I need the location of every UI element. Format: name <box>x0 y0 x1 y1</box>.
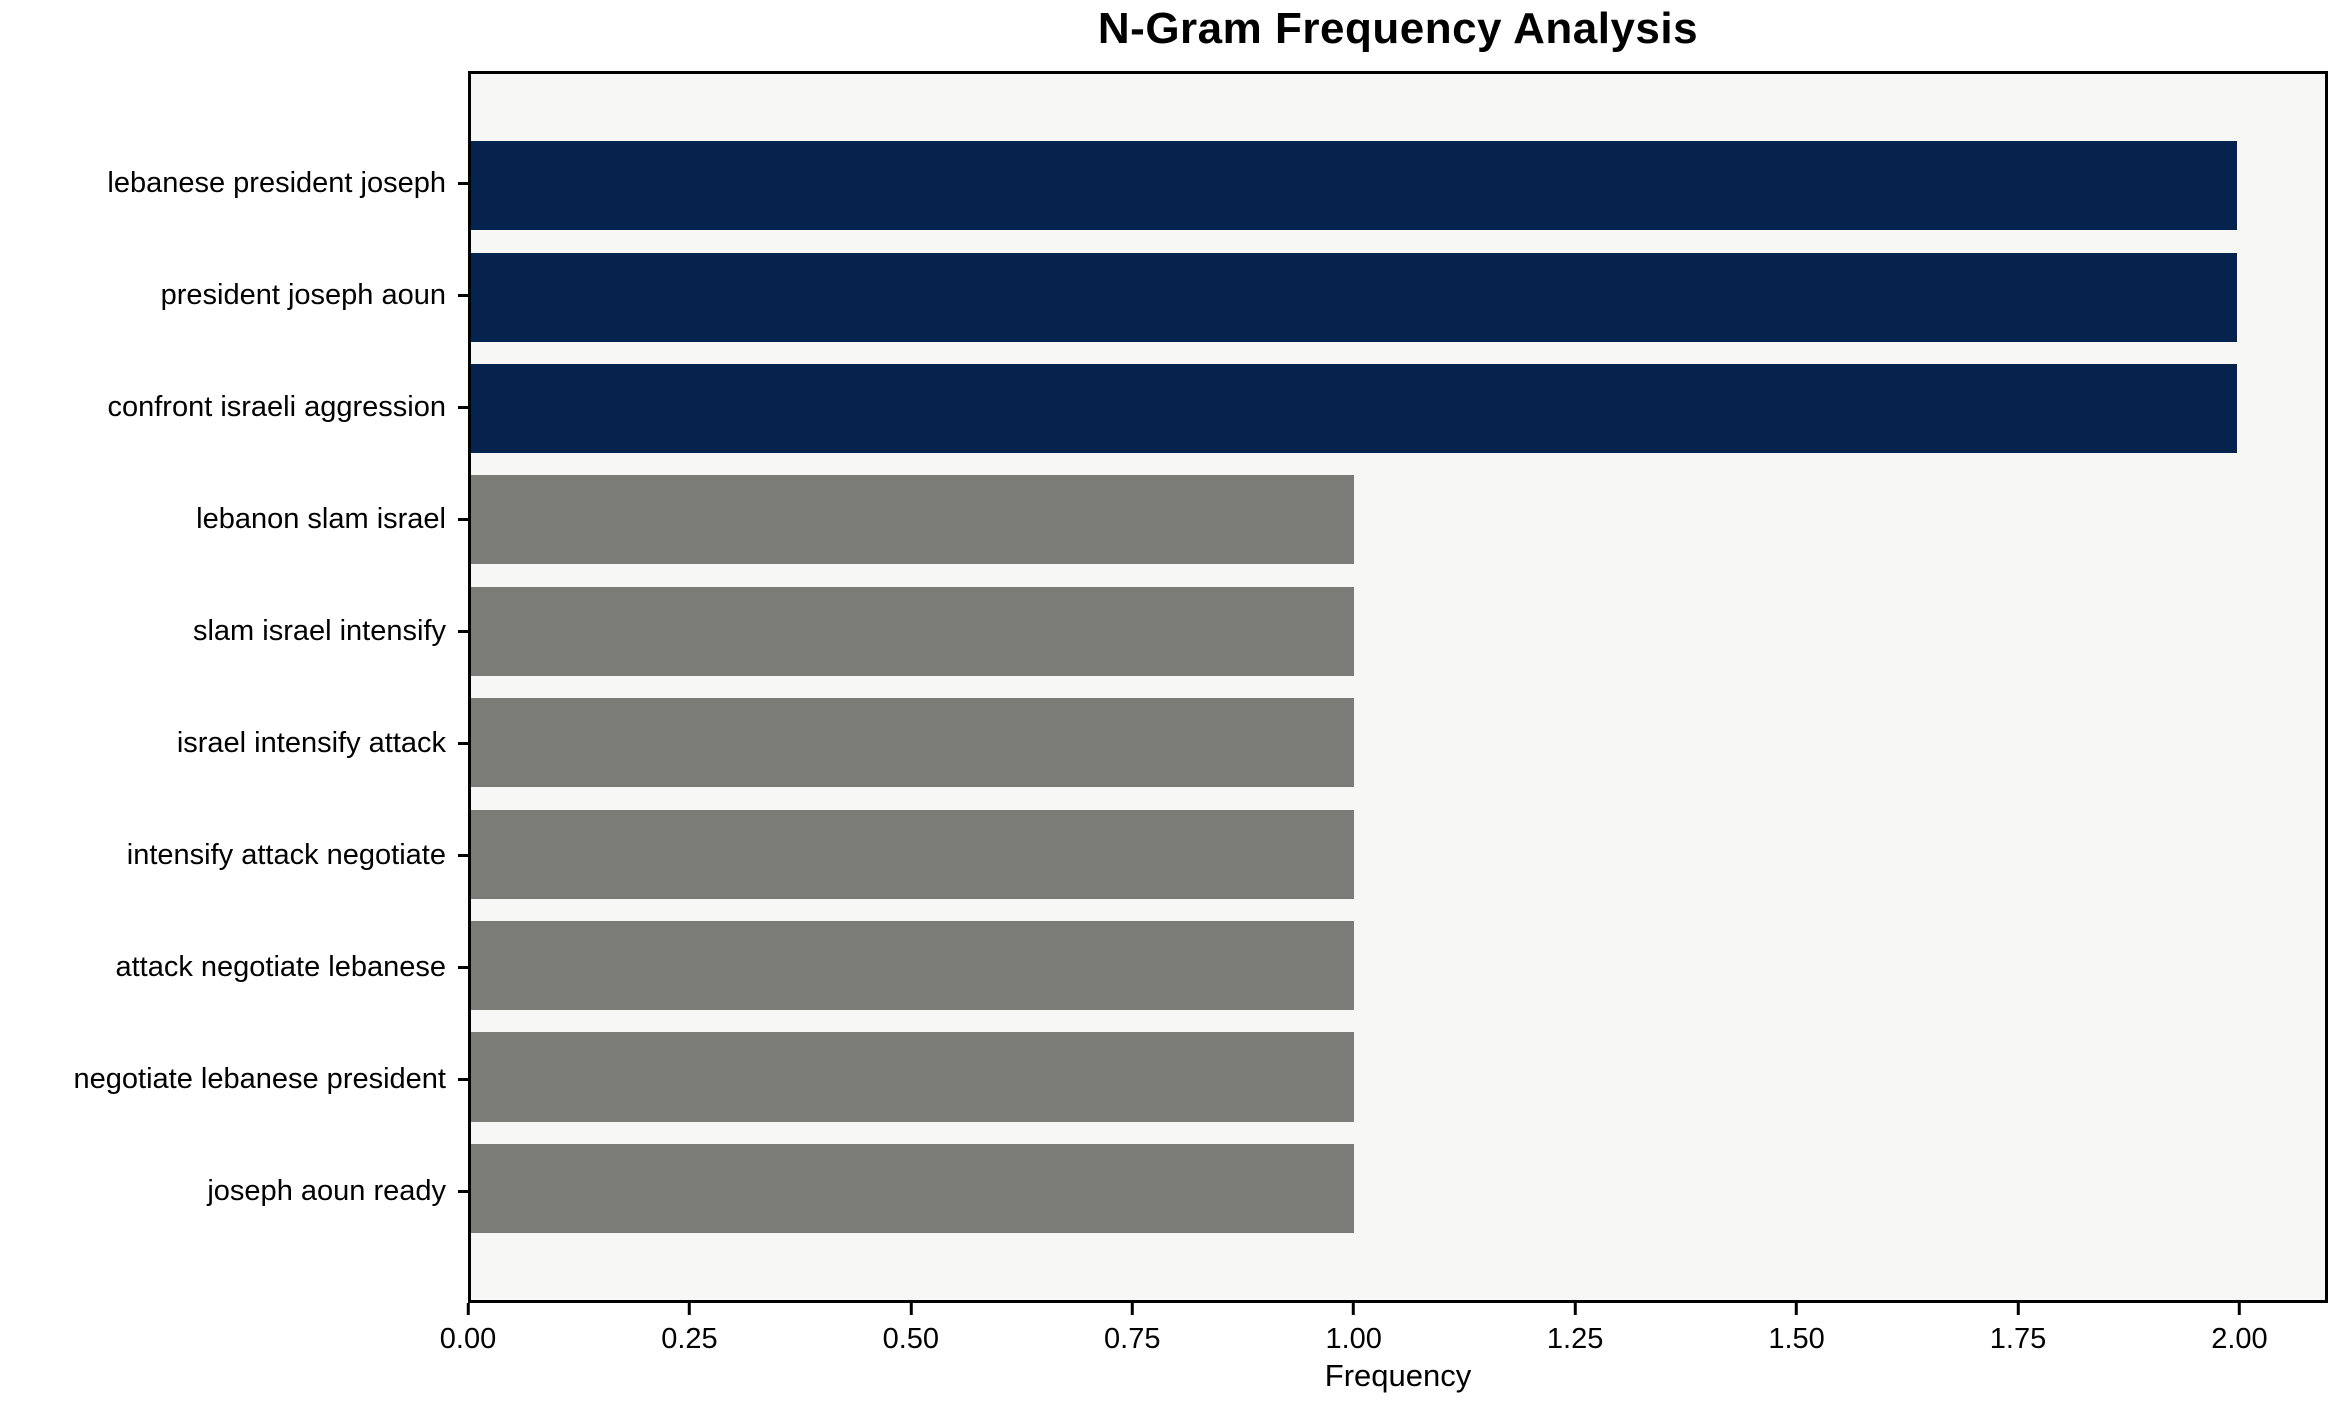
y-tick-label: intensify attack negotiate <box>126 838 446 871</box>
x-tick-mark <box>2016 1303 2020 1315</box>
y-tick-label: joseph aoun ready <box>207 1174 446 1207</box>
x-tick-label: 0.00 <box>439 1323 497 1355</box>
y-tick-mark <box>458 965 468 969</box>
y-tick-label: israel intensify attack <box>176 726 446 759</box>
y-tick-mark <box>458 1077 468 1081</box>
x-axis: 0.00 0.25 0.50 0.75 1.00 1.25 1.50 1.75 2.00 <box>440 1303 2328 1373</box>
y-tick-mark <box>458 293 468 297</box>
y-tick-row: president joseph aoun <box>0 239 468 351</box>
x-tick-label: 2.00 <box>2211 1323 2268 1355</box>
x-tick: 0.25 <box>661 1303 718 1356</box>
bar <box>471 809 1354 899</box>
y-tick-row: israel intensify attack <box>0 687 468 799</box>
y-tick-row: slam israel intensify <box>0 575 468 687</box>
y-tick-label: confront israeli aggression <box>107 390 446 423</box>
x-tick: 0.50 <box>883 1303 939 1356</box>
x-tick: 1.00 <box>1325 1303 1382 1356</box>
y-tick-label: lebanese president joseph <box>107 166 446 199</box>
bar <box>471 252 2237 342</box>
x-tick: 1.50 <box>1768 1303 1825 1356</box>
bar-row <box>471 1133 2325 1244</box>
x-tick-mark <box>1795 1303 1799 1315</box>
y-tick-label: attack negotiate lebanese <box>115 950 446 983</box>
x-tick-mark <box>466 1303 470 1315</box>
y-tick-label: negotiate lebanese president <box>73 1062 446 1095</box>
bars-container <box>471 74 2325 1300</box>
x-tick: 2.00 <box>2211 1303 2268 1356</box>
x-tick-label: 0.50 <box>882 1323 940 1355</box>
bar <box>471 141 2237 231</box>
bar <box>471 475 1354 565</box>
x-tick-mark <box>909 1303 913 1315</box>
x-tick-label: 1.50 <box>1768 1323 1825 1355</box>
bar-row <box>471 1021 2325 1132</box>
x-tick-label: 1.75 <box>1989 1323 2047 1355</box>
x-tick-mark <box>1352 1303 1356 1315</box>
bar-row <box>471 687 2325 798</box>
y-tick-mark <box>458 1189 468 1193</box>
y-tick-row: lebanon slam israel <box>0 463 468 575</box>
y-tick-row: confront israeli aggression <box>0 351 468 463</box>
y-tick-row: attack negotiate lebanese <box>0 911 468 1023</box>
y-axis: lebanese president joseph president josep… <box>0 71 468 1303</box>
y-tick-row: joseph aoun ready <box>0 1135 468 1247</box>
x-tick-label: 1.25 <box>1546 1323 1604 1355</box>
x-tick-label: 0.25 <box>661 1323 718 1355</box>
x-tick: 0.00 <box>440 1303 496 1356</box>
y-tick-row: intensify attack negotiate <box>0 799 468 911</box>
plot-area <box>468 71 2328 1303</box>
x-tick-mark <box>1130 1303 1134 1315</box>
y-tick-mark <box>458 741 468 745</box>
y-tick-label: lebanon slam israel <box>196 502 446 535</box>
x-tick-label: 0.75 <box>1104 1323 1161 1355</box>
bar <box>471 920 1354 1011</box>
bar <box>471 1143 1354 1233</box>
bar <box>471 363 2237 454</box>
y-tick-mark <box>458 405 468 409</box>
y-tick-row: lebanese president joseph <box>0 127 468 239</box>
bar-row <box>471 910 2325 1021</box>
bar <box>471 586 1354 676</box>
bar-row <box>471 130 2325 241</box>
y-tick-mark <box>458 629 468 633</box>
x-tick: 0.75 <box>1104 1303 1161 1356</box>
y-tick-mark <box>458 517 468 521</box>
x-tick-mark <box>1573 1303 1577 1315</box>
y-tick-row: negotiate lebanese president <box>0 1023 468 1135</box>
x-tick-mark <box>687 1303 691 1315</box>
bar-row <box>471 464 2325 575</box>
x-tick-mark <box>2237 1303 2241 1315</box>
y-tick-mark <box>458 853 468 857</box>
y-tick-label: president joseph aoun <box>160 278 446 311</box>
bar <box>471 698 1354 788</box>
bar-row <box>471 576 2325 687</box>
bar-row <box>471 353 2325 464</box>
bar-row <box>471 798 2325 909</box>
bar-row <box>471 241 2325 352</box>
bar <box>471 1032 1354 1122</box>
x-tick: 1.25 <box>1547 1303 1603 1356</box>
x-tick-label: 1.00 <box>1325 1323 1382 1355</box>
x-axis-label: Frequency <box>1324 1358 1472 1393</box>
y-tick-label: slam israel intensify <box>192 614 446 647</box>
chart-title: N-Gram Frequency Analysis <box>1097 4 1699 53</box>
x-tick: 1.75 <box>1990 1303 2046 1356</box>
y-tick-mark <box>458 181 468 185</box>
